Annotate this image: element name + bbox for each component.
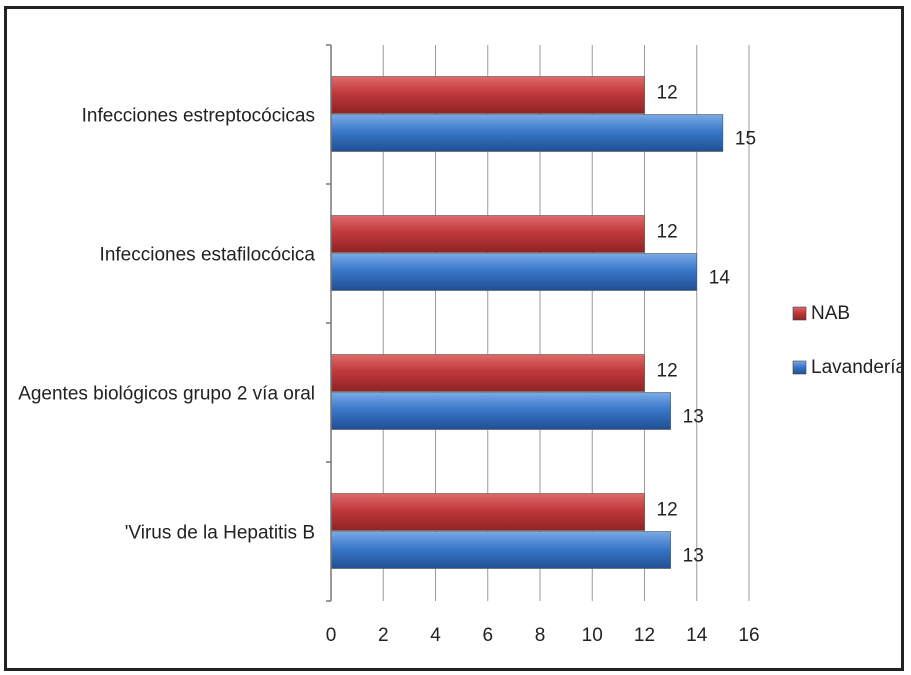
category-label: Agentes biológicos grupo 2 vía oral (18, 384, 315, 405)
data-label: 12 (657, 500, 678, 521)
data-label: 12 (657, 83, 678, 104)
category-label: Infecciones estafilocócica (100, 245, 316, 266)
category-label: Infecciones estreptocócicas (82, 106, 315, 127)
data-label: 13 (683, 546, 704, 567)
x-tick-label: 6 (482, 625, 493, 646)
bar-lavanderia (330, 531, 671, 569)
chart-frame: 0 2 4 6 8 10 12 14 16 Infecciones estreptocócica… (4, 6, 904, 671)
x-tick-label: 0 (326, 625, 337, 646)
bars (330, 76, 724, 569)
x-tick-label: 10 (582, 625, 603, 646)
bar-nab (330, 76, 645, 114)
bar-nab (330, 354, 645, 392)
category-label: 'Virus de la Hepatitis B (125, 523, 315, 544)
legend-swatch (792, 360, 807, 375)
x-tick-label: 2 (378, 625, 389, 646)
bar-lavanderia (330, 114, 724, 152)
data-label: 14 (709, 268, 731, 289)
bar-lavanderia (330, 253, 698, 291)
bar-nab (330, 215, 645, 253)
data-label: 15 (735, 129, 756, 150)
data-label: 13 (683, 407, 704, 428)
x-tick-label: 4 (430, 625, 441, 646)
x-tick-label: 8 (535, 625, 546, 646)
labels: Infecciones estreptocócicas 12 15 Infeccion… (18, 83, 756, 567)
bar-lavanderia (330, 392, 671, 430)
legend: NAB Lavandería (792, 303, 901, 378)
legend-label: Lavandería (811, 357, 901, 378)
legend-label: NAB (811, 303, 850, 324)
data-label: 12 (657, 222, 678, 243)
bar-nab (330, 493, 645, 531)
data-label: 12 (657, 361, 678, 382)
x-tick-label: 12 (634, 625, 655, 646)
axes: 0 2 4 6 8 10 12 14 16 (326, 44, 760, 646)
legend-swatch (792, 306, 807, 321)
bar-chart: 0 2 4 6 8 10 12 14 16 Infecciones estreptocócica… (18, 44, 901, 646)
x-tick-label: 16 (738, 625, 759, 646)
x-tick-label: 14 (686, 625, 708, 646)
